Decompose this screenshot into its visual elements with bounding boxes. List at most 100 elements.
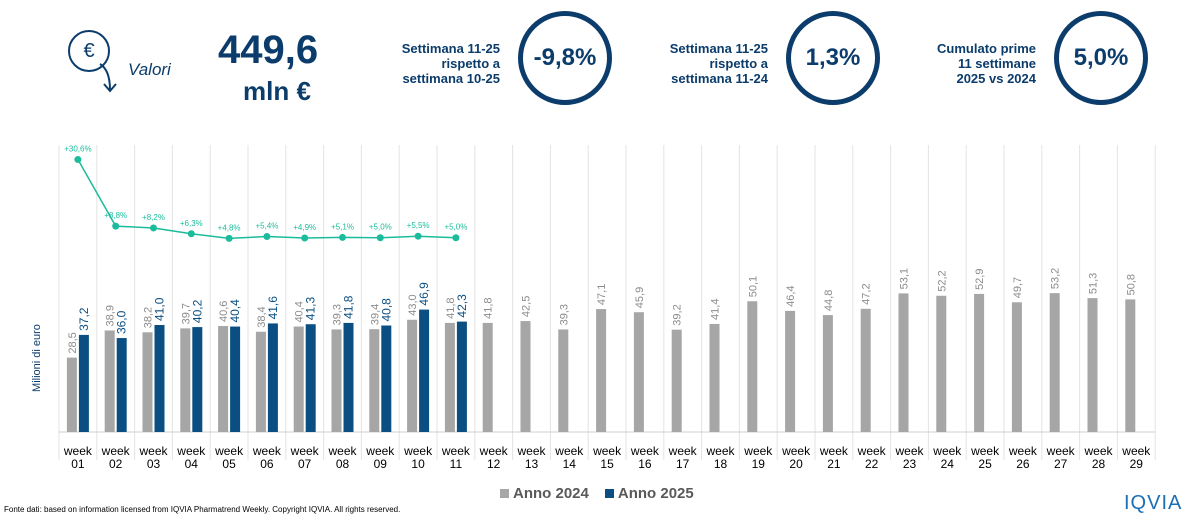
kpi-label: settimana 11-24 xyxy=(671,71,768,86)
growth-point xyxy=(112,222,120,230)
kpi-circle: -9,8% xyxy=(518,11,612,105)
bar xyxy=(293,326,304,432)
x-tick-label: week 05 xyxy=(215,444,244,471)
bar-label: 40,6 xyxy=(218,301,230,322)
legend-item: Anno 2025 xyxy=(604,485,694,502)
bar xyxy=(633,312,644,432)
bar xyxy=(444,322,455,432)
growth-point xyxy=(187,230,195,238)
bar xyxy=(331,329,342,432)
x-tick-label: week 27 xyxy=(1046,444,1075,471)
logo: IQVIA xyxy=(1124,492,1183,514)
bar xyxy=(520,321,531,432)
bar xyxy=(343,322,354,432)
bar xyxy=(1011,302,1022,432)
kpi-label: Settimana 11-25 xyxy=(401,41,500,56)
bar-label: 41,3 xyxy=(304,297,318,321)
bar xyxy=(1087,298,1098,432)
bar xyxy=(456,321,467,432)
x-tick-label: week 11 xyxy=(441,444,470,471)
x-tick-label: week 25 xyxy=(971,444,1000,471)
kpi-circle: 5,0% xyxy=(1054,11,1148,105)
growth-label: +4,8% xyxy=(218,223,241,232)
bar xyxy=(180,328,191,432)
bar-label: 41,6 xyxy=(266,296,280,320)
x-tick-label: week 17 xyxy=(668,444,697,471)
growth-point xyxy=(376,234,384,242)
bar xyxy=(192,327,203,432)
bar-label: 50,1 xyxy=(747,276,759,297)
bar-label: 42,5 xyxy=(521,296,533,317)
kpi-label: Settimana 11-25 xyxy=(669,41,768,56)
bar-label: 51,3 xyxy=(1088,273,1100,294)
x-tick-label: week 09 xyxy=(366,444,395,471)
bar-label: 39,2 xyxy=(672,304,684,325)
bar-label: 49,7 xyxy=(1012,277,1024,298)
x-tick-label: week 12 xyxy=(479,444,508,471)
growth-point xyxy=(263,233,271,241)
x-tick-label: week 06 xyxy=(252,444,281,471)
kpi-circle: 1,3% xyxy=(786,11,880,105)
x-tick-label: week 29 xyxy=(1122,444,1151,471)
bar xyxy=(482,322,493,432)
bar-label: 40,8 xyxy=(379,298,393,322)
bar-label: 46,9 xyxy=(417,282,431,306)
growth-label: +30,6% xyxy=(64,145,91,154)
bar-label: 52,9 xyxy=(974,269,986,290)
bar-label: 42,3 xyxy=(455,294,469,318)
x-tick-label: week 18 xyxy=(706,444,735,471)
legend-label: Anno 2025 xyxy=(617,485,694,502)
growth-label: +8,8% xyxy=(104,211,127,220)
bar-label: 36,0 xyxy=(115,310,129,334)
x-tick-label: week 07 xyxy=(290,444,319,471)
bar-label: 40,4 xyxy=(294,301,306,322)
x-tick-label: week 20 xyxy=(782,444,811,471)
bar-label: 53,2 xyxy=(1050,268,1062,289)
bar xyxy=(407,319,418,432)
caption: Valori xyxy=(128,60,171,79)
x-tick-label: week 10 xyxy=(404,444,433,471)
bar xyxy=(142,332,153,432)
bar xyxy=(974,293,985,432)
bar-label: 44,8 xyxy=(823,290,835,311)
x-tick-label: week 21 xyxy=(819,444,848,471)
bar-label: 40,4 xyxy=(228,299,242,323)
growth-point xyxy=(339,233,346,241)
bar-label: 38,4 xyxy=(256,306,268,327)
bar xyxy=(78,334,89,432)
x-tick-label: week 15 xyxy=(593,444,622,471)
bar-label: 37,2 xyxy=(77,307,91,331)
bar-label: 46,4 xyxy=(785,285,797,306)
x-tick-label: week 16 xyxy=(630,444,659,471)
bar xyxy=(1049,293,1060,432)
bar-label: 45,9 xyxy=(634,287,646,308)
x-tick-label: week 02 xyxy=(101,444,130,471)
bar xyxy=(381,325,392,432)
y-axis-label: Milioni di euro xyxy=(31,324,43,392)
bar xyxy=(154,324,165,432)
bar xyxy=(860,308,871,432)
bar-label: 28,5 xyxy=(67,332,79,353)
x-tick-label: week 08 xyxy=(328,444,357,471)
bar-label: 38,2 xyxy=(143,307,155,328)
bar xyxy=(218,326,229,432)
x-tick-label: week 03 xyxy=(139,444,168,471)
legend-label: Anno 2024 xyxy=(513,485,589,502)
kpi-label: 2025 vs 2024 xyxy=(956,71,1036,86)
bar-label: 38,9 xyxy=(105,305,117,326)
x-tick-label: week 14 xyxy=(555,444,584,471)
legend-item: Anno 2024 xyxy=(500,485,589,502)
bar xyxy=(709,323,720,432)
arrow-icon xyxy=(99,63,117,93)
bar xyxy=(936,295,947,432)
bar-label: 41,0 xyxy=(153,297,167,321)
bar xyxy=(305,324,316,432)
growth-point xyxy=(301,234,309,242)
growth-label: +4,9% xyxy=(293,223,316,232)
bar xyxy=(898,293,909,432)
x-tick-label: week 04 xyxy=(177,444,206,471)
bar xyxy=(66,357,77,432)
bar xyxy=(267,323,278,432)
legend-swatch xyxy=(500,489,509,498)
